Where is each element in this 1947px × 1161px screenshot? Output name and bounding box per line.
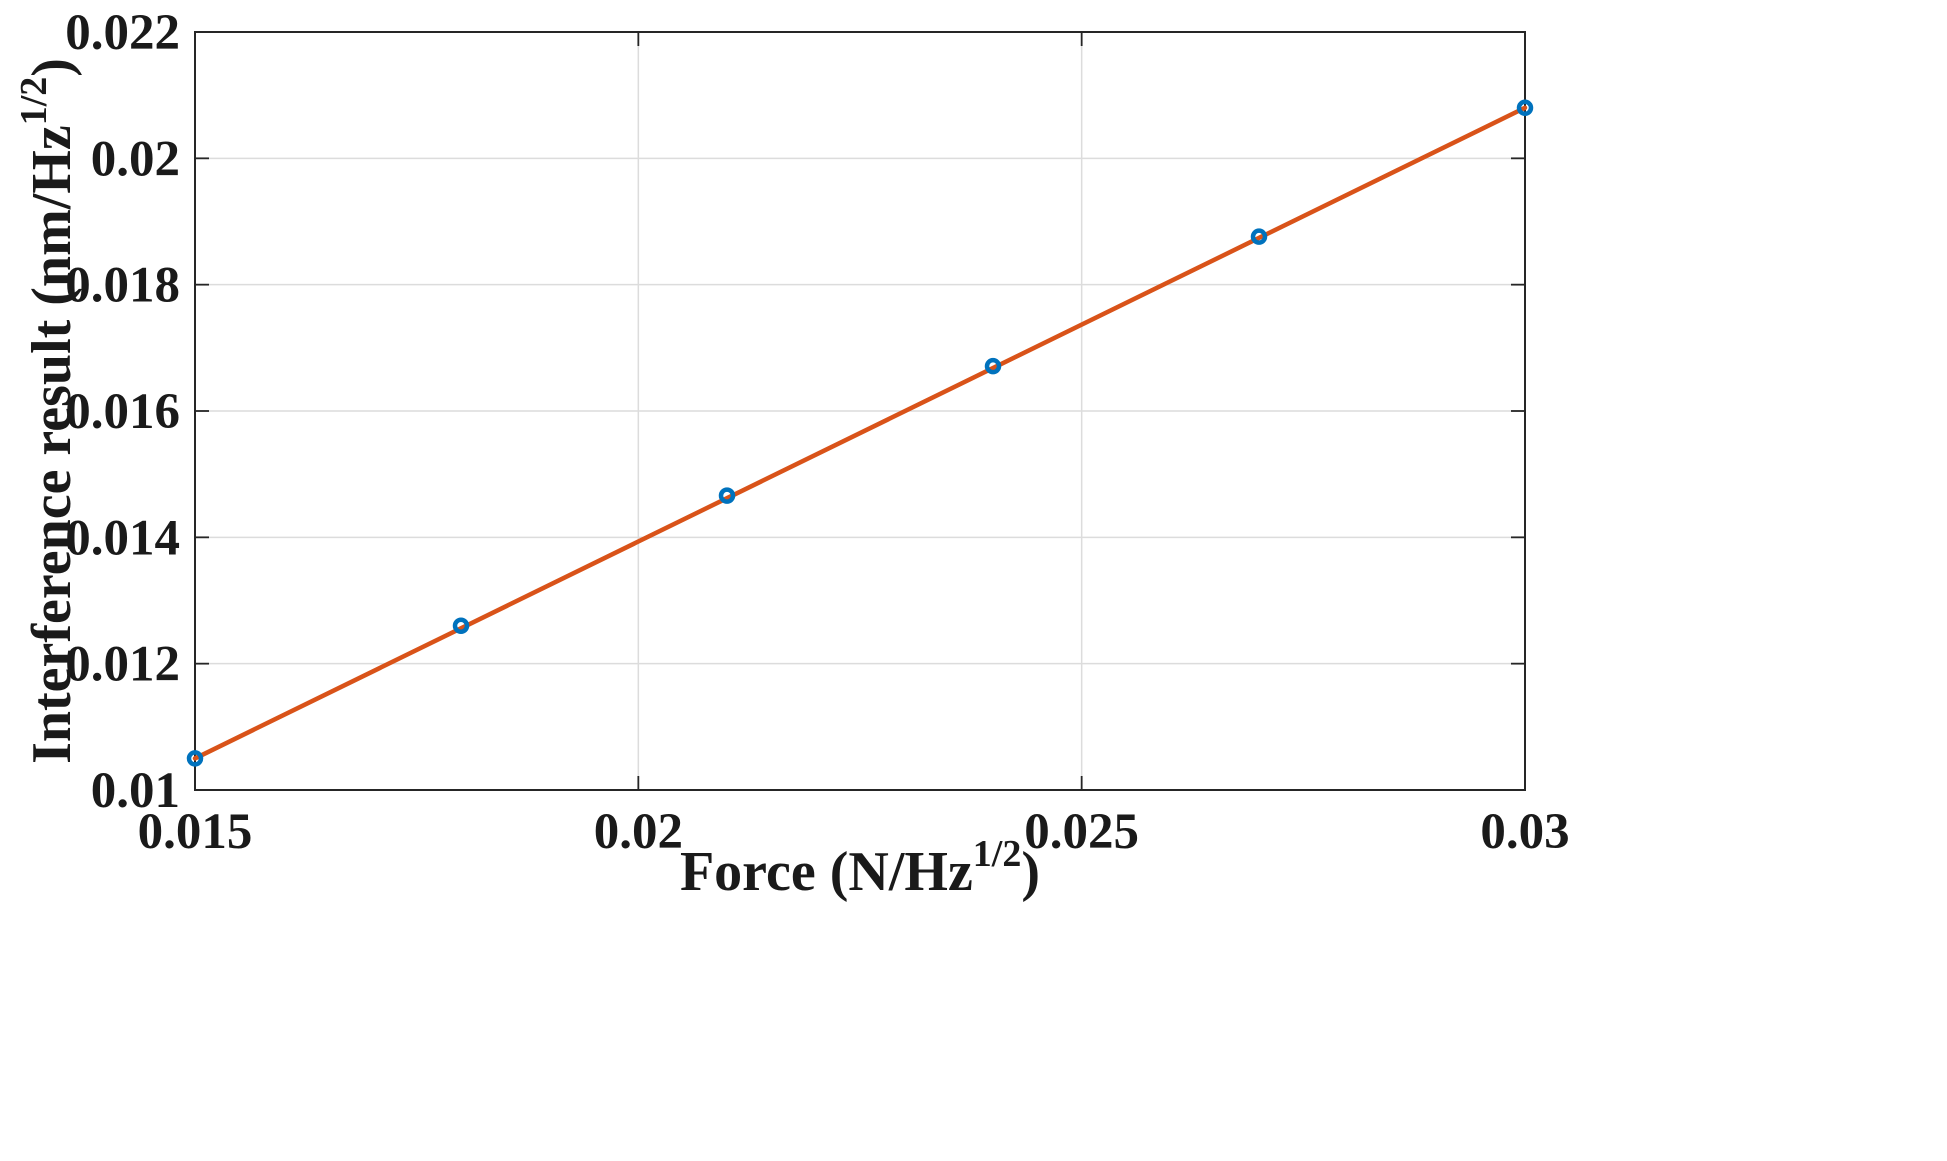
x-axis-title-base: Force (N/Hz <box>680 841 973 903</box>
y-tick-label: 0.01 <box>91 763 180 819</box>
data-point <box>452 617 470 635</box>
y-tick-label: 0.014 <box>65 510 180 566</box>
y-axis-title-tail: ) <box>21 58 83 77</box>
y-axis-title-base: Interference result (nm/Hz <box>21 125 83 764</box>
y-axis-title: Interference result (nm/Hz1/2) <box>13 58 83 764</box>
y-tick-label: 0.016 <box>65 384 180 440</box>
x-axis-title-tail: ) <box>1021 841 1040 903</box>
grid-lines <box>195 32 1525 790</box>
x-tick-label: 0.025 <box>1024 804 1139 860</box>
data-point <box>1250 228 1268 245</box>
x-tick-label: 0.03 <box>1480 804 1569 860</box>
x-tick-label: 0.02 <box>594 804 683 860</box>
data-point <box>984 357 1002 375</box>
y-tick-label: 0.012 <box>65 637 180 693</box>
y-tick-label: 0.02 <box>91 131 180 187</box>
data-point <box>186 750 204 767</box>
x-tick-label: 0.015 <box>138 804 253 860</box>
plot-area-frame <box>194 31 1526 791</box>
y-tick-label: 0.018 <box>65 258 180 314</box>
x-tick-labels: 0.015 0.02 0.025 0.03 <box>138 804 1570 860</box>
fit-line <box>192 105 1528 761</box>
data-point <box>718 487 736 504</box>
y-axis-title-superscript: 1/2 <box>13 77 55 126</box>
x-axis-title-superscript: 1/2 <box>973 833 1022 875</box>
data-series <box>186 99 1534 767</box>
data-point <box>1516 99 1534 117</box>
x-axis-title: Force (N/Hz1/2) <box>680 833 1040 903</box>
y-tick-label: 0.022 <box>65 5 180 61</box>
y-tick-labels: 0.01 0.012 0.014 0.016 0.018 0.02 0.022 <box>65 5 180 819</box>
